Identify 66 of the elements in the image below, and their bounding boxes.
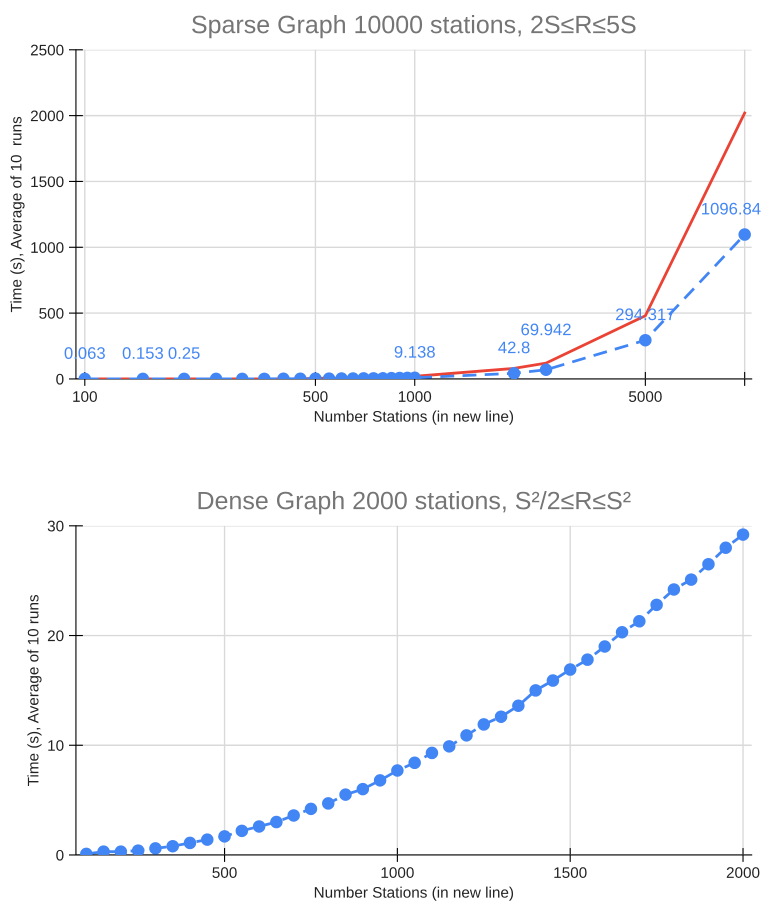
data-label: 0.153 [122,347,164,359]
point [736,528,750,541]
point [494,710,508,723]
y-axis-title: Time (s), Average of 10 runs [27,594,42,786]
x-tick-label: 100 [73,391,97,402]
point [719,542,732,554]
data-label: 9.138 [394,346,435,358]
chart-title: Dense Graph 2000 stations, S²/2≤R≤S² [198,491,631,514]
x-axis-title: Number Stations (in new line) [314,886,514,901]
data-label: 69.942 [521,324,571,336]
y-tick-label: 0 [56,850,64,861]
point [287,809,300,822]
x-tick-label: 1000 [398,391,432,402]
data-label: 42.8 [498,342,530,354]
y-tick-label: 500 [39,308,64,319]
point [218,830,231,843]
x-tick-label: 1000 [382,867,414,878]
point [408,756,421,770]
point [529,684,542,697]
y-axis-title: Time (s), Average of 10 runs [10,116,25,312]
point [166,840,179,852]
point [512,700,525,712]
point [460,729,473,742]
point [201,833,214,846]
y-tick-label: 10 [48,740,64,751]
point [184,836,196,850]
x-tick-label: 1500 [554,867,587,878]
point [339,788,352,801]
point [442,740,456,753]
point [668,583,680,596]
x-axis-title: Number Stations (in new line) [314,410,514,425]
point [478,718,490,731]
point [650,598,663,612]
y-tick-label: 2000 [30,110,64,122]
point [391,764,404,777]
y-tick-label: 30 [48,520,64,532]
x-tick-label: 2000 [726,867,760,878]
y-tick-label: 0 [56,374,64,385]
point [236,824,248,838]
point [304,802,318,816]
x-tick-label: 500 [303,391,328,402]
chart-title: Sparse Graph 10000 stations, 2S≤R≤5S [192,15,636,38]
data-label: 1096.84 [702,202,761,215]
point [270,816,283,828]
y-tick-label: 1500 [31,176,64,188]
point [633,615,646,628]
point [564,663,576,676]
point [598,640,612,653]
point [252,820,266,833]
y-tick-label: 2500 [30,44,64,56]
point [426,746,438,760]
point [322,797,334,810]
point [616,626,628,638]
point [581,653,594,666]
point [149,842,162,855]
point [374,774,386,787]
y-tick-label: 20 [48,630,64,642]
x-tick-label: 500 [212,867,237,878]
point [132,844,144,855]
y-tick-label: 1000 [31,242,64,253]
point [546,674,560,687]
data-label: 0.25 [168,347,200,359]
point [684,573,698,586]
point [702,558,715,570]
point [356,782,370,796]
x-tick-label: 5000 [628,391,662,402]
